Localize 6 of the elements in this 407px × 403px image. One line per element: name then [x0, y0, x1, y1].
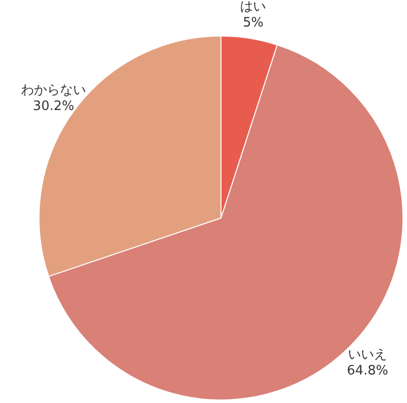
slice-label: いいえ: [348, 348, 388, 363]
slice-label: わからない: [21, 82, 86, 98]
slice-label: はい: [240, 0, 266, 15]
data-label: 5%: [242, 16, 264, 31]
data-label: 64.8%: [346, 364, 388, 379]
data-label: 30.2%: [32, 98, 74, 114]
